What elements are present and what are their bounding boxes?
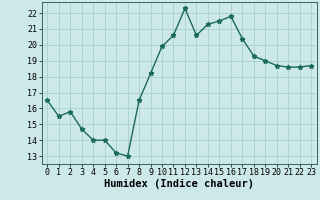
X-axis label: Humidex (Indice chaleur): Humidex (Indice chaleur) — [104, 179, 254, 189]
